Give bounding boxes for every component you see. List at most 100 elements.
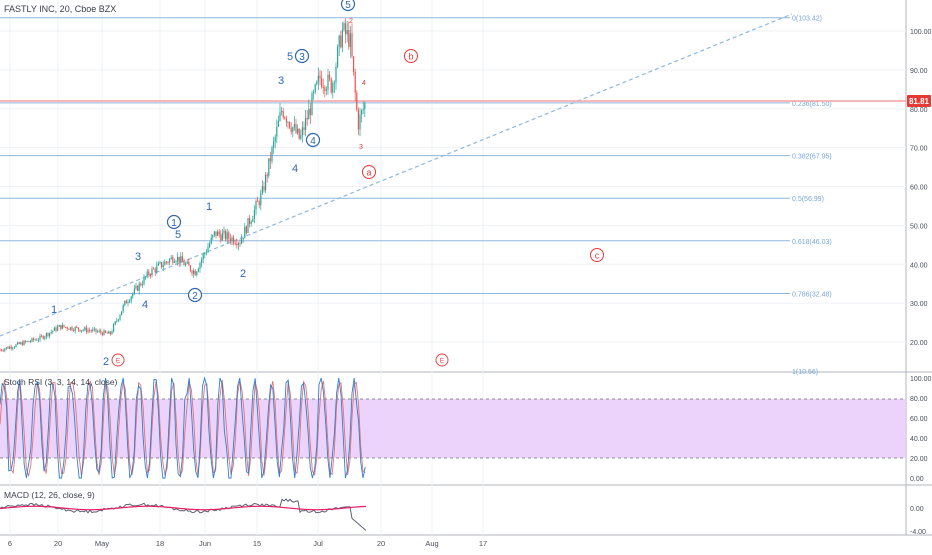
candle-body	[218, 231, 220, 235]
candle-body	[108, 331, 110, 334]
candle-body	[20, 342, 22, 344]
stoch-d-line	[0, 379, 366, 478]
wave-label-circle-blue[interactable]: 3	[294, 48, 310, 64]
candle-body	[114, 321, 116, 325]
candle-body	[241, 238, 243, 244]
candle-body	[255, 201, 257, 210]
wave-label-plain-blue[interactable]: 3	[135, 251, 141, 263]
wave-label-plain-blue[interactable]: 1	[206, 201, 212, 213]
candle-body	[297, 128, 299, 133]
candle-body	[111, 331, 113, 334]
candle-body	[194, 270, 196, 276]
candle-body	[226, 232, 228, 240]
candle-body	[217, 231, 219, 236]
price-tick-label: 30.00	[910, 301, 928, 308]
fib-retracement[interactable]: 0(103.42) 0.236(81.50) 0.382(67.95) 0.5(56.…	[0, 16, 832, 376]
candle-body	[309, 108, 311, 116]
wave-label-plain-blue[interactable]: 3	[278, 75, 284, 87]
wave-label-circle-red[interactable]: b	[404, 49, 418, 63]
candle-body	[287, 122, 289, 123]
candle-body	[151, 268, 153, 276]
candle-body	[234, 243, 236, 245]
wave-label-plain-blue[interactable]: 4	[292, 163, 298, 175]
candle-body	[172, 257, 174, 263]
time-tick-label: May	[95, 539, 109, 548]
candle-body	[101, 332, 103, 336]
price-tick-label: 70.00	[910, 146, 928, 153]
price-axis[interactable]: 100.00 90.00 80.00 70.00 60.00 50.00 40.00 30.0…	[910, 29, 932, 347]
wave-label-plain-blue[interactable]: 4	[142, 299, 148, 311]
candle-body	[1, 349, 3, 351]
candle-body	[73, 330, 75, 331]
time-axis[interactable]: 6 20 May 18 Jun 15 Jul 20 Aug 17	[8, 539, 487, 548]
candle-body	[273, 141, 275, 148]
wave-label-circle-red-small[interactable]: E	[435, 353, 449, 367]
wave-label-circle-blue[interactable]: 1	[166, 214, 182, 230]
candle-body	[245, 226, 247, 233]
candle-body	[279, 112, 281, 121]
candle-body	[258, 201, 260, 206]
candle-body	[199, 263, 201, 270]
candle-body	[231, 237, 233, 242]
stoch-tick-label: 40.00	[910, 436, 928, 443]
candle-body	[53, 327, 55, 331]
candle-body	[191, 270, 193, 274]
wave-label-text: 4	[292, 163, 298, 175]
candle-body	[346, 29, 348, 35]
candle-body	[332, 83, 334, 93]
stoch-axis: 100.00 80.00 60.00 40.00 20.00 0.00	[910, 376, 932, 483]
fib-level-label: 0.236(81.50)	[792, 101, 832, 108]
candle-body	[5, 347, 7, 349]
candle-body	[301, 127, 303, 136]
candle-body	[201, 259, 203, 264]
wave-circle	[404, 49, 418, 63]
fib-level-label: 0.5(56.99)	[792, 196, 824, 203]
wave-label-plain-blue[interactable]: 5	[287, 51, 293, 63]
candle-body	[4, 348, 6, 351]
candle-body	[146, 271, 148, 277]
wave-circle	[305, 132, 321, 148]
wave-label-text: 5	[175, 229, 181, 241]
wave-label-text: 5	[345, 0, 351, 11]
wave-label-plain-blue[interactable]: 2	[240, 268, 246, 280]
wave-label-circle-blue[interactable]: 2	[187, 287, 203, 303]
wave-label-plain-blue[interactable]: 2	[103, 356, 109, 368]
wave-label-circle-red[interactable]: a	[362, 165, 376, 179]
candle-body	[169, 259, 171, 263]
candle-body	[7, 347, 9, 349]
trend-line[interactable]	[0, 13, 793, 337]
candle-body	[221, 233, 223, 241]
candle-body	[197, 269, 199, 272]
candle-body	[137, 285, 139, 291]
wave-label-circle-red-small[interactable]: E	[111, 353, 125, 367]
time-tick-label: Jun	[199, 539, 211, 548]
wave-label-text: 3	[135, 251, 141, 263]
candle-body	[41, 335, 43, 337]
candle-body	[153, 268, 155, 270]
candle-body	[237, 243, 239, 246]
candle-body	[87, 330, 89, 332]
candle-body	[68, 328, 70, 330]
macd-tick-label: 0.00	[910, 506, 924, 513]
wave-label-small-red[interactable]: 2	[349, 18, 353, 25]
wave-label-circle-blue[interactable]: 4	[305, 132, 321, 148]
wave-label-plain-blue[interactable]: 5	[175, 229, 181, 241]
wave-label-text: 3	[299, 52, 305, 63]
wave-label-text: 2	[192, 291, 198, 302]
candle-body	[285, 118, 287, 123]
wave-label-text: E	[116, 358, 121, 365]
wave-label-small-red[interactable]: 4	[362, 80, 366, 87]
candle-body	[39, 335, 41, 340]
candle-body	[345, 23, 347, 35]
wave-label-circle-red[interactable]: c	[590, 248, 604, 262]
candle-body	[162, 265, 164, 268]
wave-label-small-red[interactable]: 3	[359, 144, 363, 151]
candle-body	[81, 330, 83, 332]
wave-label-plain-blue[interactable]: 1	[51, 304, 57, 316]
candle-body	[28, 341, 30, 342]
candle-body	[351, 33, 353, 57]
candle-body	[213, 231, 215, 235]
time-tick-label: Aug	[425, 539, 438, 548]
wave-label-circle-blue[interactable]: 5	[340, 0, 356, 12]
